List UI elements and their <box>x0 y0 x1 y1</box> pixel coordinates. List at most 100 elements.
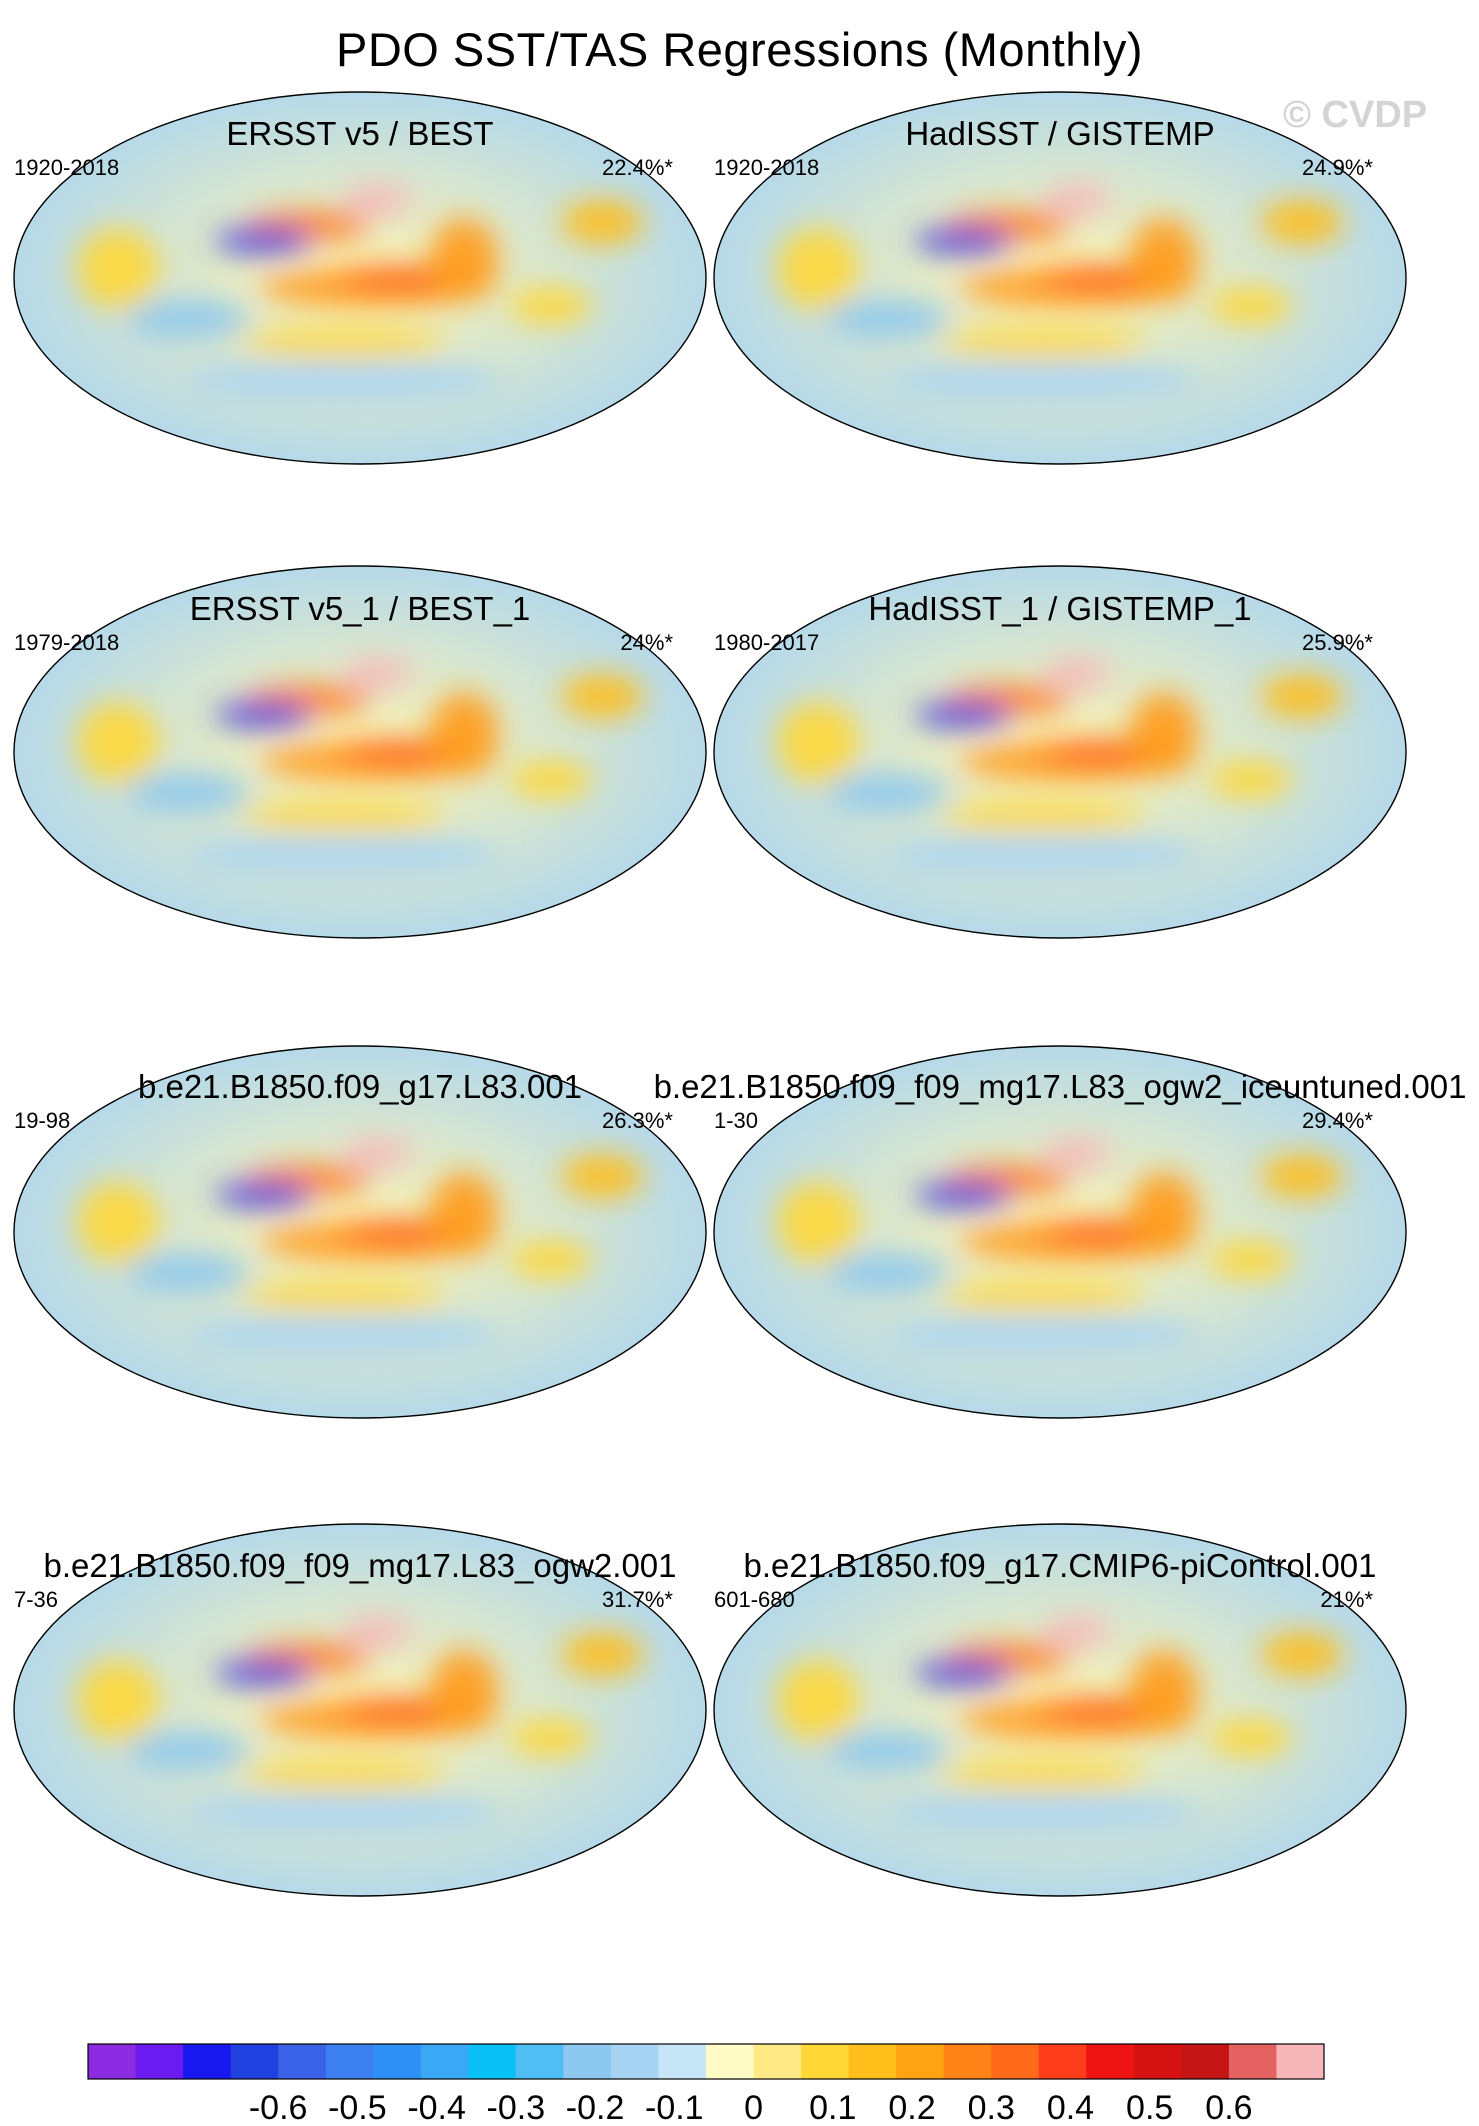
map-field-blob <box>508 1719 592 1757</box>
colorbar-swatch <box>1038 2044 1087 2079</box>
map-field-blob <box>1208 1241 1292 1279</box>
map-field-blob <box>1129 1650 1199 1733</box>
map-border <box>713 1523 1407 1897</box>
map-field-blob <box>238 1282 447 1312</box>
map-field-blob <box>1129 218 1199 301</box>
colorbar-swatch <box>230 2044 279 2079</box>
colorbar-swatch <box>1133 2044 1182 2079</box>
map-field-blob <box>214 227 312 254</box>
panel-period: 1980-2017 <box>714 630 819 655</box>
map-panel: b.e21.B1850.f09_g17.CMIP6-piControl.001 6… <box>713 1523 1407 1897</box>
map-field-blob <box>187 835 499 873</box>
map-field-blob <box>886 835 1199 873</box>
colorbar-swatch <box>753 2044 802 2079</box>
map-field-blob <box>214 1659 312 1686</box>
colorbar-swatch <box>325 2044 374 2079</box>
map-field-blob <box>776 1659 860 1742</box>
map-border <box>13 565 707 939</box>
map-field-blob <box>914 1659 1012 1686</box>
map-field-blob <box>342 185 412 215</box>
colorbar-swatch <box>801 2044 850 2079</box>
map-field-blob <box>1042 1617 1112 1647</box>
panel-pct-variance: 21%* <box>1320 1587 1373 1612</box>
map-field-blob <box>1260 673 1344 719</box>
panel-period: 7-36 <box>14 1587 58 1612</box>
colorbar-tick-label: -0.3 <box>487 2089 546 2126</box>
colorbar-swatch <box>943 2044 992 2079</box>
map-border <box>713 565 1407 939</box>
colorbar-tick-label: 0.5 <box>1126 2089 1173 2126</box>
map-panel: HadISST_1 / GISTEMP_1 1980-2017 25.9%* <box>713 565 1407 939</box>
map-field-blob <box>1042 659 1112 689</box>
cvdp-watermark: © CVDP <box>1283 94 1428 136</box>
map-border <box>13 1045 707 1419</box>
map-field-blob <box>938 1282 1147 1312</box>
map-border <box>713 91 1407 465</box>
colorbar-swatch <box>848 2044 897 2079</box>
map-field-blob <box>938 802 1147 832</box>
map-field-blob <box>342 1139 412 1169</box>
colorbar-swatch <box>420 2044 469 2079</box>
map-field-blob <box>124 300 250 338</box>
panel-pct-variance: 24%* <box>620 630 673 655</box>
map-field-blob <box>76 1181 160 1264</box>
map-field-blob <box>429 1172 499 1255</box>
panel-pct-variance: 29.4%* <box>1302 1108 1373 1133</box>
panel-period: 1979-2018 <box>14 630 119 655</box>
map-field-blob <box>886 1315 1199 1353</box>
colorbar-swatch <box>1228 2044 1277 2079</box>
map-field-blob <box>342 1617 412 1647</box>
panel-title: b.e21.B1850.f09_f09_mg17.L83_ogw2_iceunt… <box>654 1068 1467 1105</box>
map-field-blob <box>238 802 447 832</box>
map-border <box>713 1045 1407 1419</box>
panel-pct-variance: 31.7%* <box>602 1587 673 1612</box>
map-panel: HadISST / GISTEMP 1920-2018 24.9%* <box>713 91 1407 465</box>
map-field-blob <box>187 1793 499 1831</box>
map-field-blob <box>1208 761 1292 799</box>
colorbar-swatch <box>183 2044 232 2079</box>
map-field-blob <box>938 328 1147 358</box>
map-field-blob <box>1208 1719 1292 1757</box>
map-field-blob <box>914 227 1012 254</box>
map-field-blob <box>1260 199 1344 245</box>
colorbar-tick-label: 0.3 <box>968 2089 1015 2126</box>
map-panel: b.e21.B1850.f09_g17.L83.001 19-98 26.3%* <box>13 1045 707 1419</box>
colorbar-swatch <box>1181 2044 1230 2079</box>
panel-title: HadISST_1 / GISTEMP_1 <box>868 590 1251 627</box>
colorbar-tick-label: -0.1 <box>645 2089 704 2126</box>
map-field-blob <box>886 1793 1199 1831</box>
colorbar-swatch <box>278 2044 327 2079</box>
map-field-blob <box>914 701 1012 728</box>
map-field-blob <box>824 1254 950 1292</box>
map-field-blob <box>342 659 412 689</box>
map-field-blob <box>824 774 950 812</box>
map-field-blob <box>76 227 160 310</box>
map-field-blob <box>914 1181 1012 1208</box>
main-title: PDO SST/TAS Regressions (Monthly) <box>335 23 1143 76</box>
map-panel: b.e21.B1850.f09_f09_mg17.L83_ogw2.001 7-3… <box>13 1523 707 1897</box>
panel-period: 1-30 <box>714 1108 758 1133</box>
colorbar-tick-label: 0 <box>744 2089 763 2126</box>
colorbar-swatch <box>991 2044 1040 2079</box>
colorbar-frame <box>87 2043 1325 2080</box>
panel-title: HadISST / GISTEMP <box>905 115 1214 152</box>
map-field-blob <box>124 1732 250 1770</box>
map-field-blob <box>560 1631 644 1677</box>
map-field-blob <box>1042 185 1112 215</box>
map-panel: ERSST v5 / BEST 1920-2018 22.4%* <box>13 91 707 465</box>
colorbar-tick-label: 0.1 <box>809 2089 856 2126</box>
colorbar-swatch <box>515 2044 564 2079</box>
colorbar-tick-label: -0.6 <box>249 2089 308 2126</box>
map-border <box>13 1523 707 1897</box>
map-field-blob <box>508 1241 592 1279</box>
map-field-blob <box>1260 1153 1344 1199</box>
panel-title: b.e21.B1850.f09_f09_mg17.L83_ogw2.001 <box>43 1547 676 1584</box>
map-field-blob <box>1129 1172 1199 1255</box>
colorbar-tick-label: -0.4 <box>407 2089 466 2126</box>
map-field-blob <box>429 1650 499 1733</box>
colorbar-tick-label: 0.2 <box>888 2089 935 2126</box>
colorbar-tick-label: 0.4 <box>1047 2089 1094 2126</box>
map-field-blob <box>776 1181 860 1264</box>
panel-period: 601-680 <box>714 1587 795 1612</box>
map-field-blob <box>508 287 592 325</box>
